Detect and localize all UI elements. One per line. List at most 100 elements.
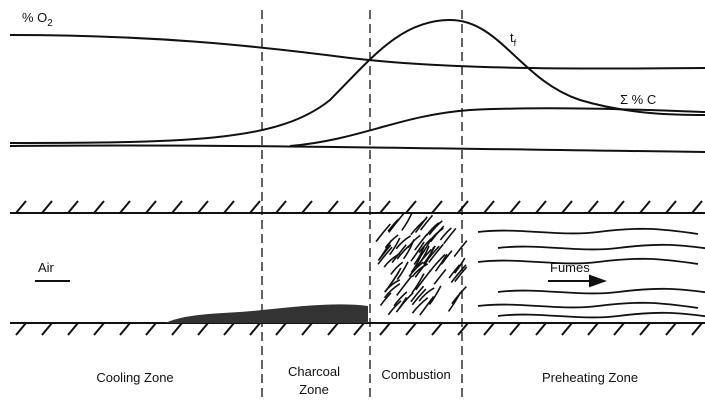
flame-stroke (391, 244, 407, 264)
oxygen-label: % O2 (22, 10, 53, 29)
flame-stroke (390, 261, 404, 275)
hatch (431, 322, 443, 336)
hatch (509, 200, 521, 214)
zone-label: Combustion (381, 367, 450, 382)
hatch (457, 322, 469, 336)
hatch (379, 200, 391, 214)
temperature-curve (9, 18, 705, 144)
hatch (67, 200, 79, 214)
baseline-curve (9, 144, 705, 153)
hatch (223, 200, 235, 214)
fume-line (497, 311, 705, 319)
hatch (535, 322, 547, 336)
flame-stroke (396, 245, 410, 260)
carbon-curve (289, 107, 705, 147)
fumes-arrow (548, 274, 607, 288)
hatch (171, 322, 183, 336)
hatch (93, 322, 105, 336)
hatch (613, 200, 625, 214)
hatch (639, 322, 651, 336)
zone-label: Preheating Zone (542, 370, 638, 385)
flame-stroke (399, 292, 414, 309)
flame-stroke (377, 246, 393, 265)
hatch (457, 200, 469, 214)
hatch (561, 322, 573, 336)
flame-stroke (428, 243, 444, 263)
air-label: Air (38, 260, 55, 275)
carbon-label: Σ % C (620, 92, 656, 107)
flame-stroke (388, 212, 406, 233)
flame-stroke (454, 266, 468, 283)
hatch (535, 200, 547, 214)
zone-label: Zone (299, 382, 329, 397)
hatch (15, 322, 27, 336)
flame-stroke (410, 217, 428, 236)
hatch (67, 322, 79, 336)
flame-stroke (383, 283, 401, 299)
charcoal-bed (165, 304, 368, 323)
hatch (509, 322, 521, 336)
flame-stroke (428, 220, 443, 236)
hatch (93, 200, 105, 214)
hatch (587, 322, 599, 336)
flame-stroke (418, 287, 435, 302)
flame-stroke (443, 227, 457, 245)
combustion-flames (375, 212, 468, 316)
temperature-label: tf (510, 30, 517, 48)
hatch (691, 200, 703, 214)
flame-stroke (428, 253, 446, 273)
hatch (483, 322, 495, 336)
flame-stroke (411, 273, 425, 294)
fume-lines (477, 227, 705, 319)
flame-stroke (453, 240, 468, 258)
flame-stroke (419, 214, 434, 231)
fume-line (497, 243, 705, 251)
flame-stroke (396, 275, 413, 296)
flame-stroke (393, 291, 408, 307)
flame-stroke (410, 285, 425, 303)
hatch (483, 200, 495, 214)
hatch (41, 200, 53, 214)
flame-stroke (387, 300, 402, 316)
hatch (145, 322, 157, 336)
flame-stroke (408, 261, 424, 277)
hatch (223, 322, 235, 336)
hatch (119, 322, 131, 336)
hatch (275, 200, 287, 214)
flame-stroke (415, 248, 433, 268)
hatch (353, 322, 365, 336)
flame-stroke (377, 240, 392, 261)
hatch (249, 322, 261, 336)
hatch (613, 322, 625, 336)
flame-stroke (411, 263, 429, 278)
hatch (301, 322, 313, 336)
hatch (691, 322, 703, 336)
flame-stroke (447, 291, 462, 312)
hatch (301, 200, 313, 214)
wall-hatching (15, 200, 703, 336)
zone-label: Cooling Zone (96, 370, 173, 385)
flame-stroke (384, 234, 399, 249)
flame-stroke (396, 261, 409, 280)
flame-stroke (440, 250, 453, 265)
hatch (197, 322, 209, 336)
flame-stroke (428, 285, 442, 306)
flame-stroke (411, 297, 429, 314)
flame-stroke (415, 270, 432, 291)
hatch (665, 200, 677, 214)
hatch (171, 200, 183, 214)
fume-line (477, 257, 699, 265)
flame-stroke (395, 235, 412, 250)
hatch (665, 322, 677, 336)
flame-stroke (411, 288, 427, 306)
hatch (119, 200, 131, 214)
hatch (405, 200, 417, 214)
flame-stroke (375, 223, 391, 243)
hatch (249, 200, 261, 214)
flame-stroke (401, 212, 413, 231)
flame-stroke (439, 227, 452, 241)
flame-stroke (453, 257, 466, 274)
flame-stroke (379, 292, 392, 307)
flame-stroke (450, 264, 467, 283)
fume-line (477, 227, 699, 235)
